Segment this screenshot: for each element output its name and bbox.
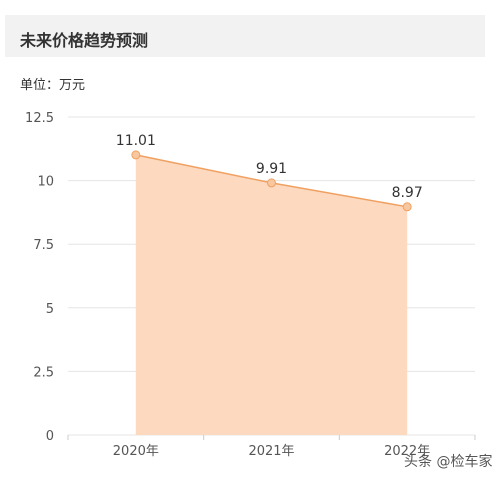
x-tick-label: 2020年 [113, 444, 159, 459]
data-point [267, 178, 276, 188]
y-tick-label: 5 [46, 302, 54, 317]
y-tick-label: 2.5 [33, 365, 54, 380]
unit-label: 单位：万元 [20, 78, 86, 93]
data-point [131, 150, 141, 160]
data-label: 9.91 [256, 161, 287, 177]
y-tick-label: 12.5 [25, 111, 54, 126]
watermark: 头条 @检车家 [404, 454, 493, 470]
y-tick-label: 0 [46, 429, 54, 444]
series-area [135, 154, 408, 436]
x-tick-label: 2021年 [248, 444, 294, 459]
chart-header: 未来价格趋势预测 [5, 15, 485, 57]
chart-title: 未来价格趋势预测 [20, 31, 149, 50]
data-point [402, 202, 412, 212]
x-tick-label: 2022年 [384, 444, 430, 459]
y-tick-label: 10 [37, 175, 54, 190]
y-tick-label: 7.5 [33, 238, 54, 253]
data-label: 8.97 [392, 185, 423, 201]
data-label: 11.01 [116, 133, 156, 149]
